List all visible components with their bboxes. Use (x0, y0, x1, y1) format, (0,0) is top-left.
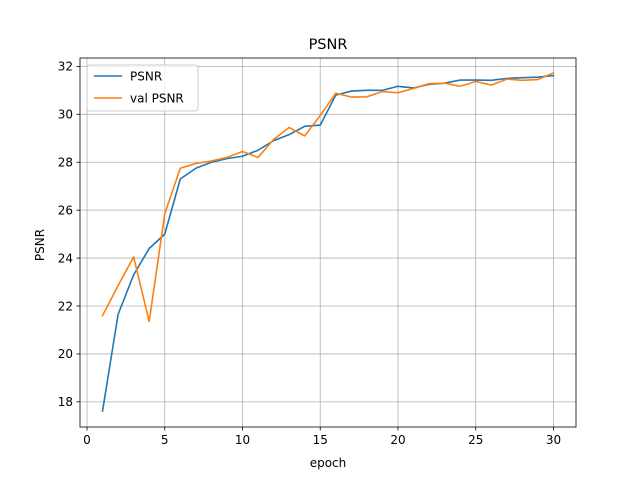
grid-lines (80, 58, 576, 427)
x-axis-label: epoch (310, 456, 347, 470)
y-tick-label: 32 (58, 60, 73, 74)
chart-title: PSNR (309, 37, 348, 53)
x-tick-label: 0 (83, 433, 91, 447)
plot-frame (79, 57, 577, 428)
y-axis-ticks: 18 20 22 24 26 28 30 32 (58, 60, 80, 409)
y-tick-label: 30 (58, 108, 73, 122)
y-tick-label: 24 (58, 251, 73, 265)
y-tick-label: 26 (58, 203, 73, 217)
series-line-psnr (101, 74, 555, 412)
x-tick-label: 25 (468, 433, 483, 447)
y-axis-label: PSNR (33, 229, 47, 261)
x-tick-label: 20 (390, 433, 405, 447)
y-tick-label: 20 (58, 347, 73, 361)
series-line-val-psnr (101, 71, 555, 323)
x-tick-label: 30 (546, 433, 561, 447)
series-lines (101, 71, 555, 412)
x-tick-label: 10 (235, 433, 250, 447)
legend-label-psnr: PSNR (130, 70, 162, 84)
legend-label-val-psnr: val PSNR (130, 92, 184, 106)
x-tick-label: 5 (161, 433, 169, 447)
y-tick-label: 18 (58, 395, 73, 409)
legend: PSNR val PSNR (86, 64, 199, 112)
x-tick-label: 15 (313, 433, 328, 447)
y-tick-label: 28 (58, 156, 73, 170)
x-axis-ticks: 0 5 10 15 20 25 30 (83, 427, 561, 447)
y-tick-label: 22 (58, 299, 73, 313)
